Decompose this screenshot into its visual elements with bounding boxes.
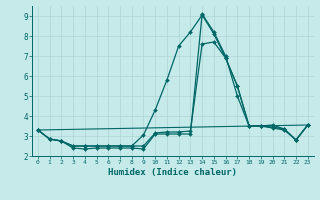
X-axis label: Humidex (Indice chaleur): Humidex (Indice chaleur) — [108, 168, 237, 177]
